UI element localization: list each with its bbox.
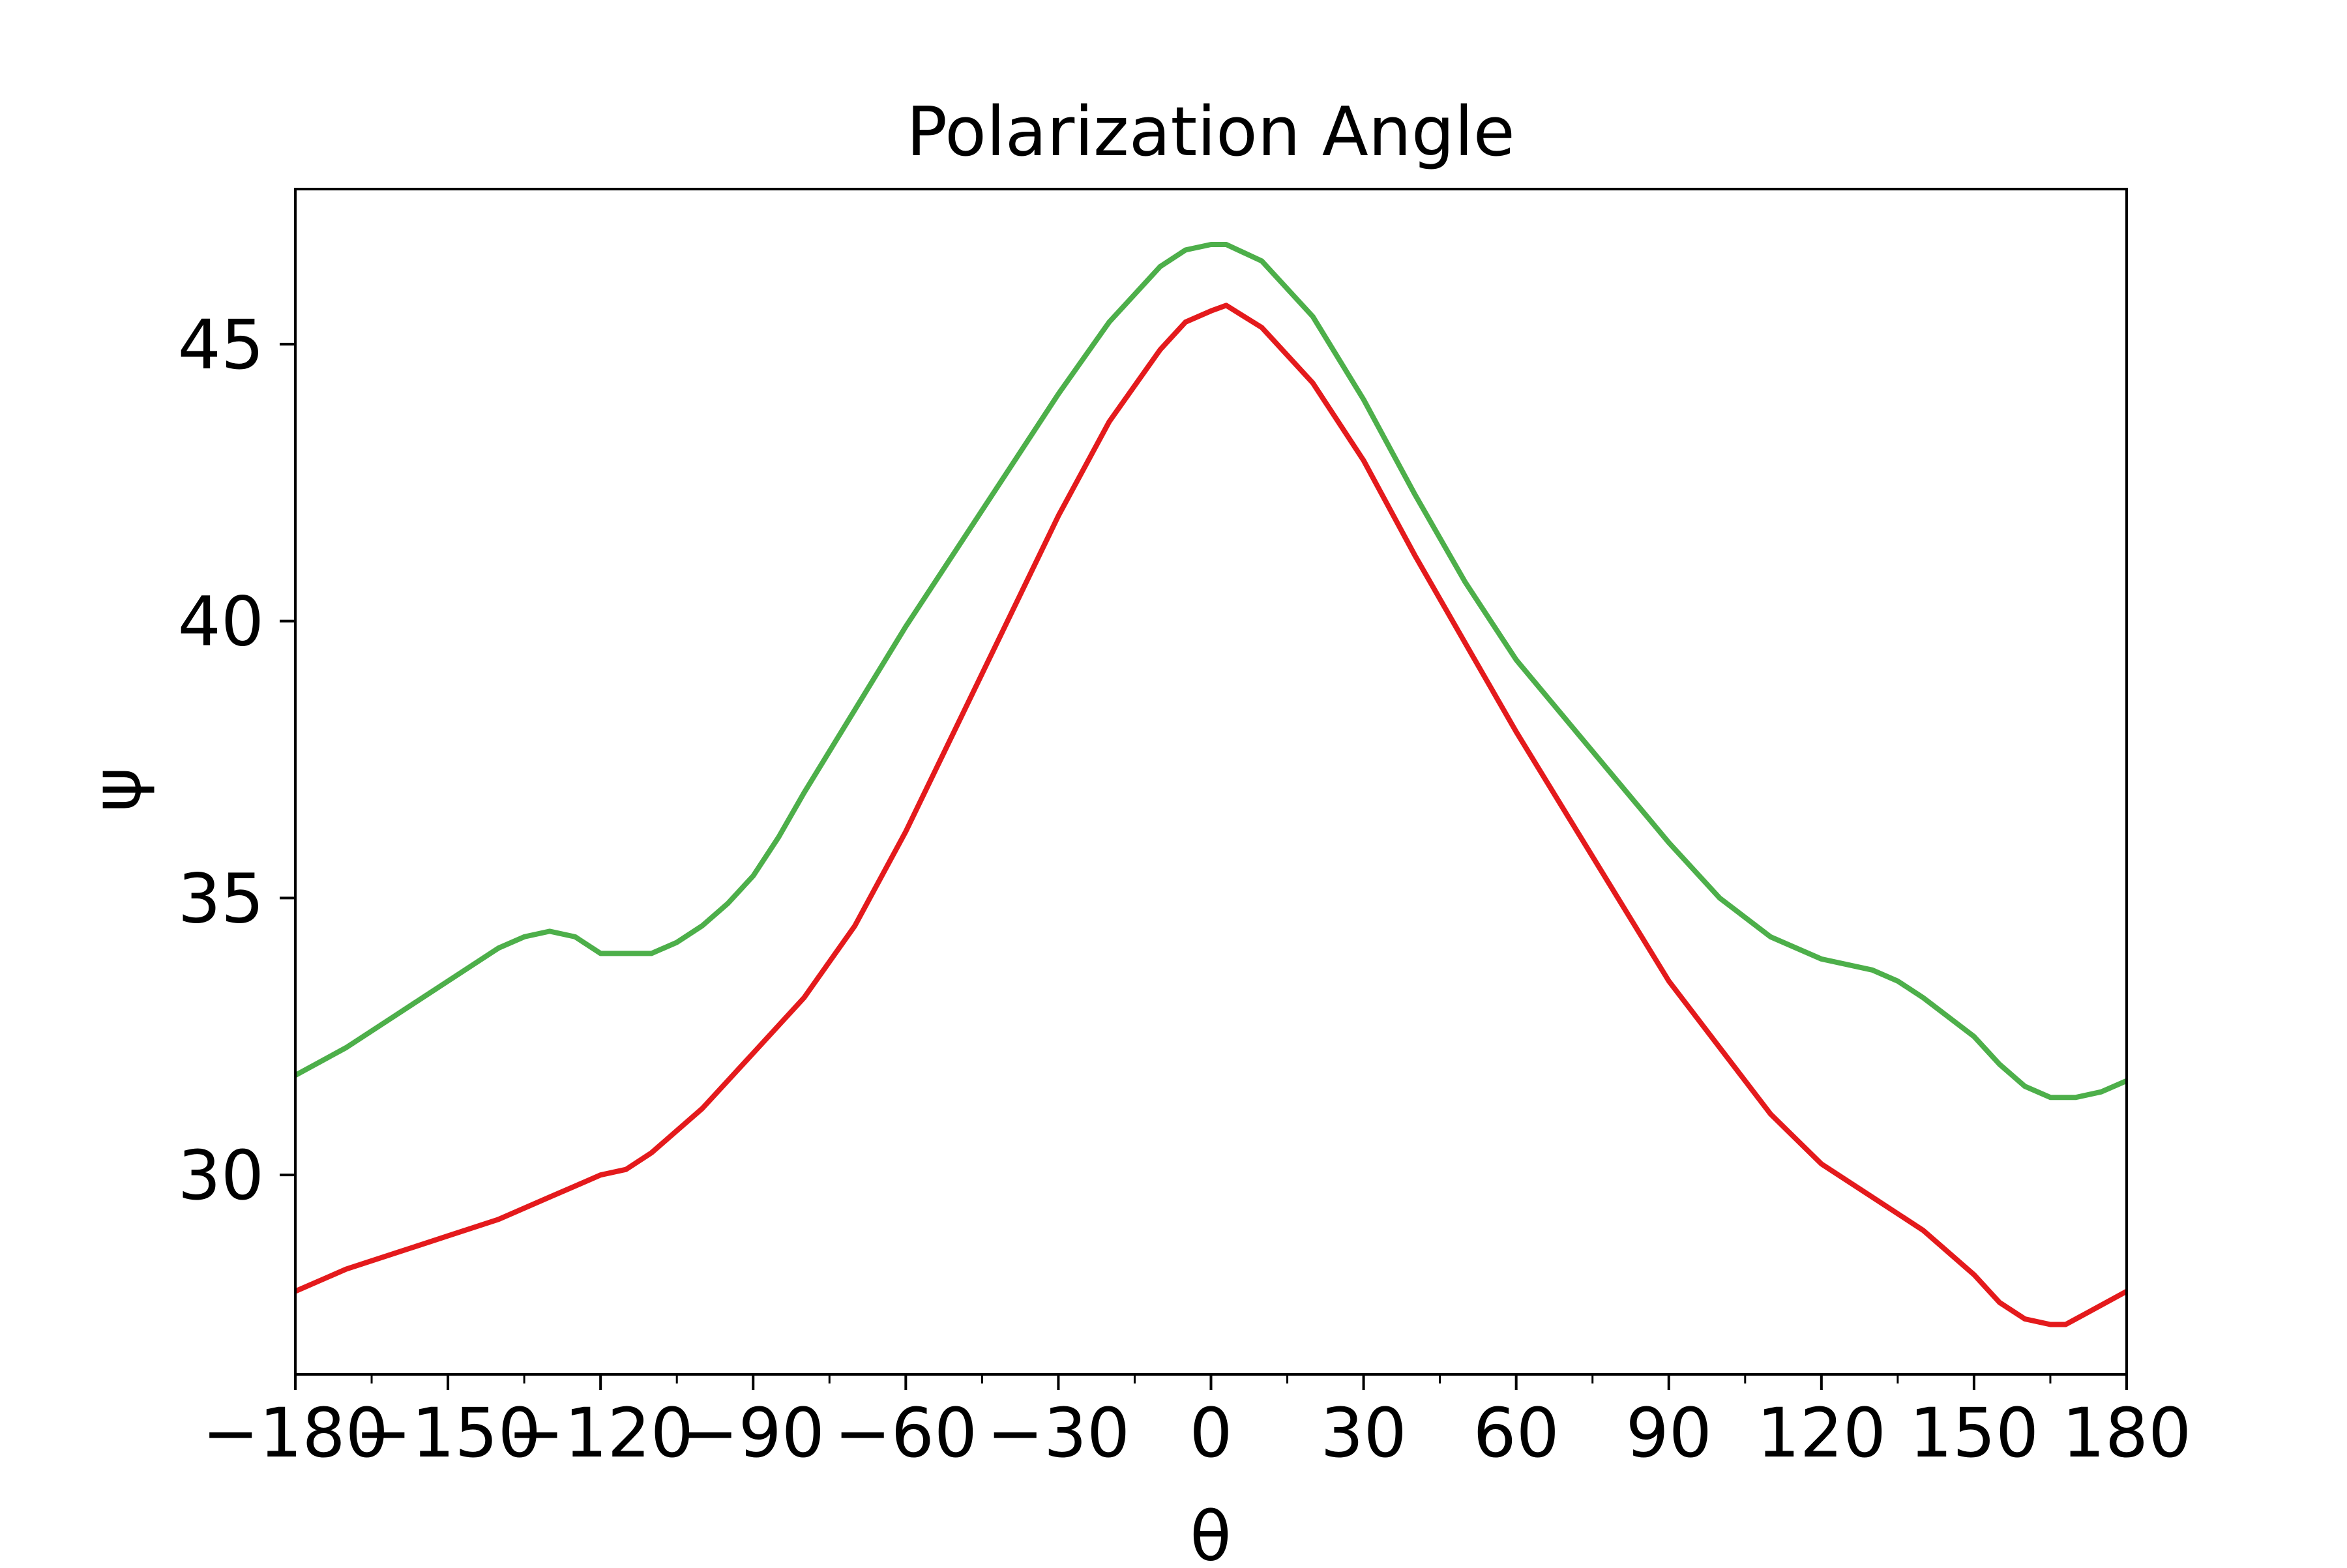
y-axis: 30 35 40 45 — [178, 305, 295, 1215]
x-axis-label: θ — [1190, 1497, 1232, 1565]
y-axis-label: ψ — [77, 767, 156, 812]
x-tick-label: 150 — [1910, 1393, 2039, 1473]
series-line-2 — [294, 303, 2128, 1327]
x-tick-label: −30 — [987, 1393, 1130, 1473]
x-tick-label: 90 — [1626, 1393, 1712, 1473]
plot-series-group — [294, 242, 2128, 1327]
x-tick-label: −120 — [507, 1393, 694, 1473]
x-tick-label: 60 — [1473, 1393, 1559, 1473]
x-tick-label: 30 — [1320, 1393, 1406, 1473]
y-tick-label: 30 — [178, 1136, 264, 1215]
y-tick-label: 35 — [178, 859, 264, 938]
x-tick-label: 0 — [1189, 1393, 1232, 1473]
x-axis: −180−150−120−90 −60 −30 0 30 60 90 120 150 180 — [202, 1374, 2191, 1473]
y-tick-label: 40 — [178, 582, 264, 662]
y-tick-label: 45 — [178, 305, 264, 385]
series-line-1 — [294, 242, 2128, 1101]
x-tick-label: −180 — [202, 1393, 389, 1473]
x-tick-label: 180 — [2062, 1393, 2192, 1473]
x-tick-label: −150 — [355, 1393, 541, 1473]
x-tick-label: −60 — [834, 1393, 977, 1473]
x-tick-label: −90 — [682, 1393, 825, 1473]
plot-frame — [294, 188, 2128, 1376]
x-tick-label: 120 — [1757, 1393, 1887, 1473]
chart-title: Polarization Angle — [906, 92, 1514, 171]
